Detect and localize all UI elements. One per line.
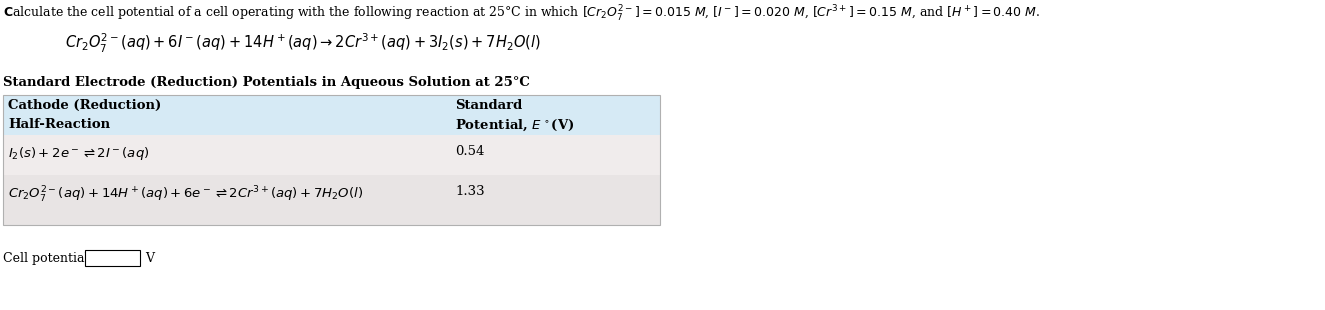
Bar [3,95,660,225]
Text: V: V [144,252,154,265]
Bar [85,250,140,266]
Bar [3,95,660,135]
Text: Standard: Standard [454,99,522,112]
Text: $Cr_2O_7^{2-}(aq) + 14H^+(aq) + 6e^- \rightleftharpoons 2Cr^{3+}(aq) + 7H_2O(l)$: $Cr_2O_7^{2-}(aq) + 14H^+(aq) + 6e^- \ri… [8,185,363,205]
Text: Standard Electrode (Reduction) Potentials in Aqueous Solution at 25°C: Standard Electrode (Reduction) Potential… [3,76,530,89]
Text: Potential, $E^\circ$(V): Potential, $E^\circ$(V) [454,118,575,133]
Text: $I_2(s) + 2e^- \rightleftharpoons 2I^-(aq)$: $I_2(s) + 2e^- \rightleftharpoons 2I^-(a… [8,145,150,162]
Text: 0.54: 0.54 [454,145,485,158]
Text: Half-Reaction: Half-Reaction [8,118,110,131]
Text: Cathode (Reduction): Cathode (Reduction) [8,99,162,112]
Text: $\mathbf{C}$alculate the cell potential of a cell operating with the following r: $\mathbf{C}$alculate the cell potential … [3,4,1040,24]
Text: $Cr_2O_7^{2-}(aq) + 6I^-(aq) + 14H^+(aq) \rightarrow 2Cr^{3+}(aq) + 3I_2(s) + 7H: $Cr_2O_7^{2-}(aq) + 6I^-(aq) + 14H^+(aq)… [65,32,541,55]
Bar [3,175,660,225]
Text: Cell potential =: Cell potential = [3,252,107,265]
Text: 1.33: 1.33 [454,185,485,198]
Bar [3,135,660,175]
